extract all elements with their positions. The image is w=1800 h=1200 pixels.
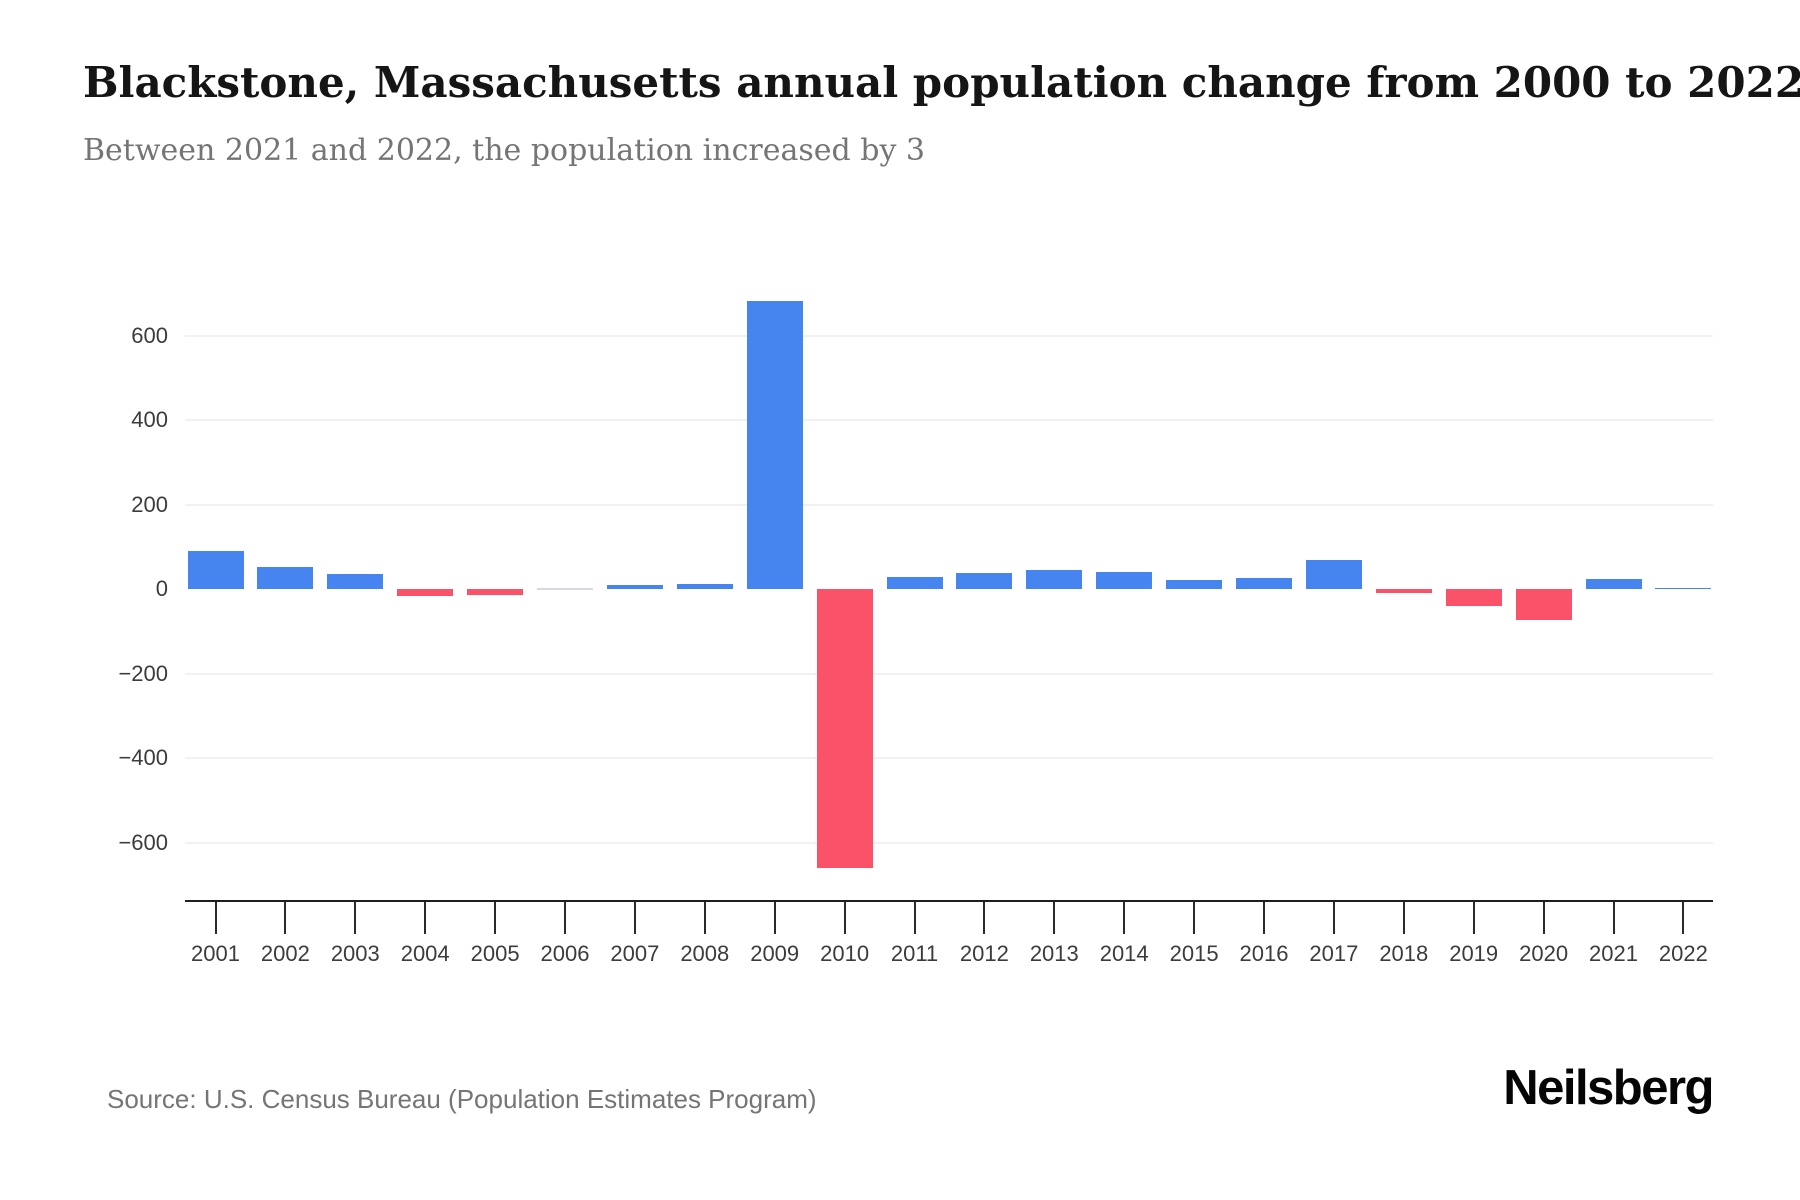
x-tick-2011: [913, 900, 916, 934]
bar-2004[interactable]: [397, 589, 454, 597]
bar-2015[interactable]: [1166, 580, 1223, 589]
x-tick-2001: [214, 900, 217, 934]
x-tick-2010: [843, 900, 846, 934]
chart-title: Blackstone, Massachusetts annual populat…: [83, 58, 1800, 107]
y-axis-label--600: −600: [118, 829, 168, 855]
x-tick-2020: [1542, 900, 1545, 934]
bar-2022[interactable]: [1655, 587, 1712, 589]
x-axis-label-2010: 2010: [820, 941, 870, 966]
bar-2011[interactable]: [886, 576, 943, 589]
x-axis-label-2004: 2004: [400, 941, 450, 966]
x-tick-2019: [1472, 900, 1475, 934]
grid-line-400: [185, 419, 1713, 421]
x-axis-label-2021: 2021: [1589, 941, 1638, 966]
x-tick-2018: [1402, 900, 1405, 934]
source-text: Source: U.S. Census Bureau (Population E…: [107, 1084, 817, 1114]
brand-logo: Neilsberg: [1503, 1061, 1714, 1115]
chart-subtitle: Between 2021 and 2022, the population in…: [83, 133, 926, 168]
x-tick-2013: [1053, 900, 1056, 934]
grid-line-600: [185, 334, 1713, 337]
x-axis-label-2016: 2016: [1239, 941, 1289, 966]
x-tick-2014: [1123, 900, 1126, 934]
x-axis-label-2007: 2007: [610, 941, 660, 966]
x-axis-label-2005: 2005: [470, 941, 520, 966]
bar-2001[interactable]: [187, 550, 244, 589]
x-tick-2016: [1263, 900, 1265, 934]
bar-2008[interactable]: [676, 583, 733, 589]
x-axis-label-2011: 2011: [890, 941, 939, 966]
x-tick-2017: [1332, 900, 1335, 934]
bar-2005[interactable]: [467, 589, 524, 596]
x-tick-2009: [773, 900, 776, 934]
grid-line--200: [185, 672, 1713, 675]
y-axis-label--400: −400: [118, 745, 168, 770]
x-axis-label-2015: 2015: [1169, 941, 1219, 966]
bar-2009[interactable]: [746, 300, 803, 589]
x-axis-label-2003: 2003: [330, 941, 380, 966]
x-tick-2012: [983, 900, 986, 934]
x-axis-label-2008: 2008: [680, 941, 730, 966]
y-axis-label-400: 400: [131, 407, 168, 432]
grid-line--400: [185, 757, 1713, 759]
x-tick-2005: [494, 900, 497, 934]
y-axis-label-200: 200: [131, 491, 168, 517]
bar-2012[interactable]: [956, 572, 1013, 589]
x-tick-2003: [354, 900, 357, 934]
bar-2010[interactable]: [816, 589, 873, 868]
x-axis-label-2006: 2006: [540, 941, 590, 966]
bar-2003[interactable]: [327, 574, 384, 589]
grid-line-200: [185, 503, 1713, 506]
bar-2020[interactable]: [1515, 589, 1572, 620]
bar-2002[interactable]: [257, 567, 314, 589]
x-axis-label-2002: 2002: [260, 941, 310, 966]
x-axis-label-2001: 2001: [191, 941, 240, 966]
bar-2016[interactable]: [1236, 578, 1292, 589]
x-tick-2022: [1682, 900, 1685, 934]
bar-2014[interactable]: [1096, 572, 1153, 589]
x-tick-2006: [564, 900, 566, 934]
grid-line--600: [185, 841, 1713, 844]
x-axis-label-2020: 2020: [1519, 941, 1569, 966]
x-tick-2002: [284, 900, 287, 934]
bar-2018[interactable]: [1375, 589, 1432, 594]
bar-2021[interactable]: [1585, 578, 1642, 589]
x-axis-line: [185, 900, 1713, 902]
x-axis-label-2022: 2022: [1658, 941, 1708, 966]
y-axis-label-0: 0: [155, 576, 168, 601]
x-axis-label-2013: 2013: [1029, 941, 1079, 966]
x-tick-2007: [633, 900, 636, 934]
bar-2007[interactable]: [606, 584, 663, 589]
bar-2017[interactable]: [1305, 559, 1362, 589]
x-tick-2021: [1612, 900, 1615, 934]
x-tick-2004: [424, 900, 427, 934]
y-axis-label-600: 600: [131, 322, 168, 348]
bar-2013[interactable]: [1026, 570, 1083, 589]
x-tick-2008: [703, 900, 706, 934]
bar-2006[interactable]: [537, 588, 593, 590]
x-axis-label-2014: 2014: [1099, 941, 1149, 966]
bar-2019[interactable]: [1445, 589, 1502, 606]
x-axis-label-2009: 2009: [750, 941, 800, 966]
y-axis-label--200: −200: [118, 660, 168, 686]
x-axis-label-2012: 2012: [959, 941, 1009, 966]
x-axis-label-2019: 2019: [1449, 941, 1499, 966]
x-axis-label-2018: 2018: [1379, 941, 1429, 966]
x-axis-label-2017: 2017: [1309, 941, 1359, 966]
x-tick-2015: [1193, 900, 1196, 934]
